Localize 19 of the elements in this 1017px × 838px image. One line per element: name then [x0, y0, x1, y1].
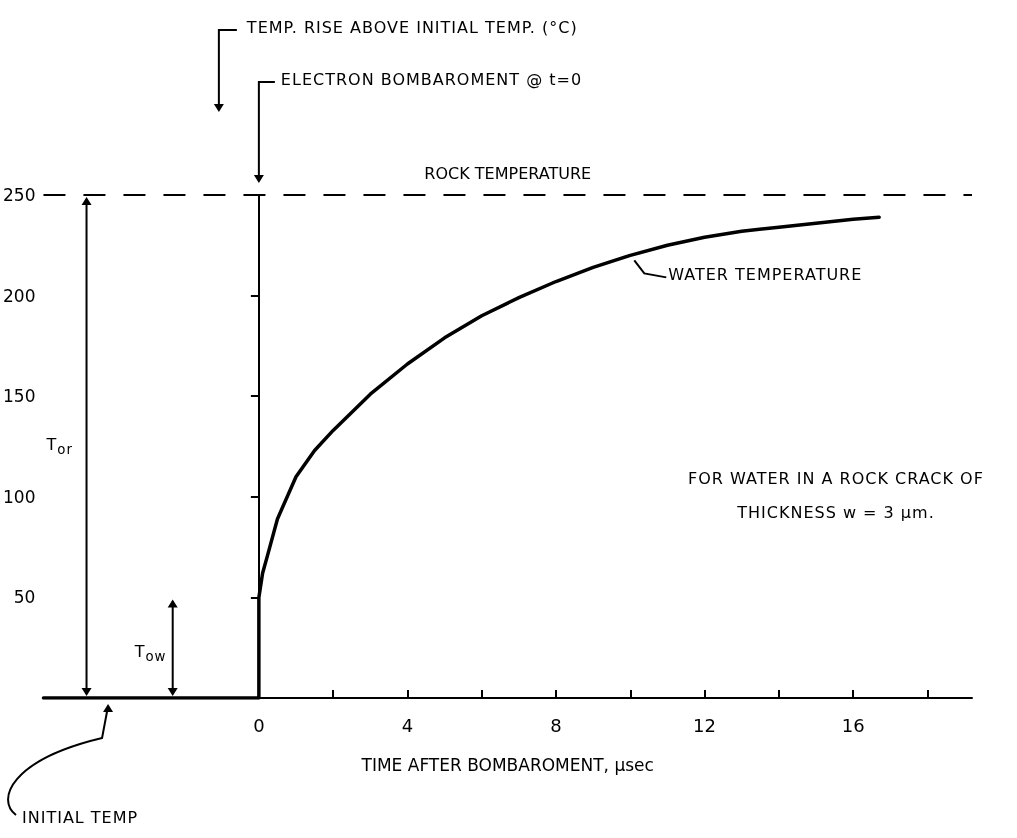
y-tick-label: 200: [2, 285, 36, 306]
ref-line-label: ROCK TEMPERATURE: [424, 163, 592, 183]
text: TEMP. RISE ABOVE INITIAL TEMP. (°C): [246, 18, 578, 37]
x-tick-label: 8: [550, 714, 562, 736]
text: ELECTRON BOMBAROMENT @ t=0: [280, 70, 583, 89]
y-tick-label: 150: [2, 386, 36, 407]
y-tick-label: 50: [13, 587, 36, 608]
annotation: T$_{ow}$: [134, 641, 167, 664]
y-tick-label: 250: [2, 185, 36, 205]
x-axis-title: TIME AFTER BOMBAROMENT, µsec: [360, 754, 654, 775]
x-tick-label: 12: [693, 714, 717, 736]
annotation: T$_{or}$: [46, 434, 73, 457]
text: INITIAL TEMP: [22, 808, 139, 827]
x-tick-label: 16: [841, 714, 865, 736]
y-tick-label: 100: [2, 486, 36, 507]
x-tick-label: 4: [401, 714, 414, 736]
legend-label: WATER TEMPERATURE: [668, 265, 863, 285]
annotation: FOR WATER IN A ROCK CRACK OF THICKNESS w = 3 µm.: [687, 467, 985, 524]
x-tick-label: 0: [253, 714, 265, 736]
